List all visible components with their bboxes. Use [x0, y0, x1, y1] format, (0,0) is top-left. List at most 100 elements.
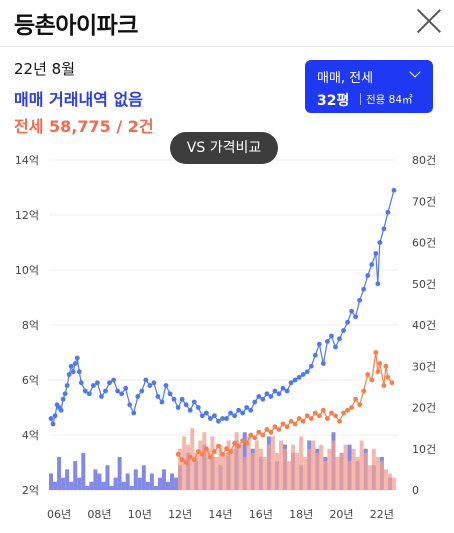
price-point	[292, 377, 298, 383]
price-point	[280, 385, 286, 391]
volume-bar	[319, 444, 324, 490]
volume-bar	[242, 432, 247, 490]
volume-bar	[178, 448, 183, 490]
price-point	[373, 251, 379, 256]
volume-bar	[278, 440, 283, 490]
y-right-tick: 30건	[412, 360, 436, 373]
price-point	[64, 383, 70, 388]
price-point	[260, 396, 266, 402]
volume-bar	[343, 444, 348, 490]
price-point	[288, 380, 294, 386]
price-point	[296, 416, 302, 421]
price-point	[369, 262, 375, 267]
volume-bar	[291, 444, 296, 490]
price-point	[373, 350, 379, 355]
volume-bar	[149, 473, 154, 490]
volume-bar	[178, 465, 183, 490]
price-point	[240, 438, 246, 443]
price-point	[199, 413, 205, 419]
price-point	[187, 407, 193, 413]
price-point	[308, 416, 314, 421]
volume-bar	[214, 457, 219, 490]
price-point	[236, 443, 242, 449]
price-point	[187, 454, 193, 460]
price-point	[195, 449, 201, 454]
price-point	[212, 413, 217, 419]
volume-bar	[113, 477, 118, 490]
volume-bar	[157, 477, 162, 490]
volume-bar	[53, 481, 58, 490]
x-tick: 16년	[249, 508, 273, 521]
price-point	[284, 388, 290, 394]
price-point	[324, 416, 330, 421]
volume-bar	[351, 448, 356, 490]
selected-date: 22년 8월	[14, 60, 75, 78]
price-point	[361, 388, 367, 394]
volume-bar	[283, 444, 288, 490]
y-right-tick: 80건	[412, 154, 436, 167]
price-point	[320, 407, 326, 413]
compare-button[interactable]: VS 가격비교	[170, 132, 278, 164]
price-point	[107, 380, 112, 386]
volume-bar	[327, 448, 332, 490]
volume-bar	[355, 457, 360, 490]
volume-bar	[307, 440, 312, 490]
price-point	[139, 388, 145, 394]
volume-bar	[77, 477, 82, 490]
price-point	[385, 209, 391, 215]
price-point	[191, 399, 197, 405]
close-icon[interactable]	[414, 6, 444, 36]
volume-bar	[226, 440, 231, 490]
price-point	[82, 388, 88, 394]
volume-bar	[234, 440, 239, 490]
y-right-tick: 60건	[412, 237, 436, 250]
y-left-tick: 14억	[15, 154, 39, 167]
volume-bar	[101, 481, 106, 490]
price-point	[312, 410, 318, 416]
price-point	[284, 424, 290, 430]
volume-bar	[234, 432, 239, 490]
price-point	[147, 383, 153, 388]
price-point	[167, 391, 173, 397]
price-point	[308, 363, 314, 369]
volume-bar	[291, 452, 296, 490]
volume-bar	[170, 473, 175, 490]
y-left-tick: 2억	[22, 484, 39, 497]
volume-bar	[367, 465, 372, 490]
volume-bar	[371, 448, 376, 490]
y-left-tick: 6억	[22, 374, 39, 387]
price-point	[260, 432, 266, 438]
volume-bar	[202, 432, 207, 490]
price-point	[228, 449, 233, 454]
price-point	[361, 286, 367, 292]
unit-type-selector[interactable]: 매매, 전세 32평 전용 84㎡	[305, 60, 433, 113]
price-point	[236, 407, 242, 413]
volume-bar	[270, 436, 275, 490]
price-point	[56, 405, 62, 410]
price-point	[103, 388, 108, 394]
price-point	[207, 416, 213, 421]
volume-bar	[379, 457, 384, 490]
header-divider	[0, 46, 454, 47]
price-point	[78, 380, 84, 386]
volume-bar	[246, 436, 251, 490]
price-point	[349, 405, 355, 410]
price-point	[115, 388, 120, 394]
volume-bar	[238, 444, 243, 490]
volume-bar	[202, 444, 207, 490]
trade-summary: 매매 거래내역 없음	[14, 90, 143, 109]
price-point	[345, 319, 350, 325]
price-point	[337, 418, 342, 424]
volume-bar	[347, 461, 352, 490]
price-point	[199, 451, 205, 457]
price-point	[95, 380, 100, 386]
price-point	[377, 240, 383, 245]
price-point	[99, 394, 104, 399]
price-point	[74, 355, 80, 361]
price-point	[320, 361, 326, 366]
price-point	[329, 410, 334, 416]
volume-bar	[387, 477, 392, 490]
volume-bar	[250, 448, 255, 490]
price-point	[151, 380, 157, 386]
price-point	[62, 391, 68, 397]
